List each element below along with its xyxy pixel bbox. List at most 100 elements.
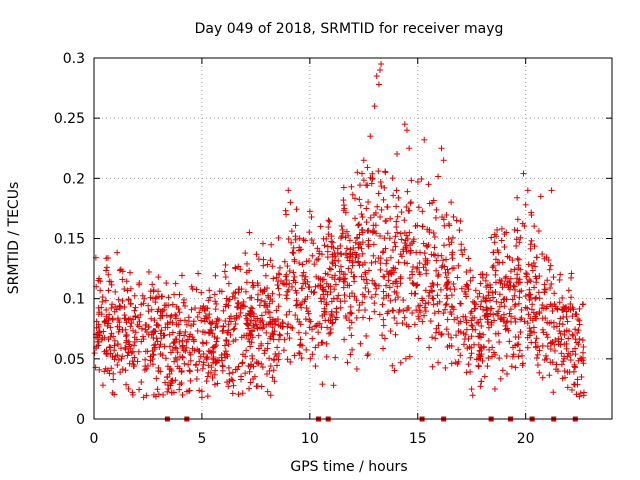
data-point (275, 278, 282, 285)
data-point (542, 352, 549, 359)
data-point (287, 358, 294, 365)
data-point (512, 342, 519, 349)
data-point (419, 208, 426, 215)
data-point (490, 262, 497, 269)
data-point (313, 273, 320, 280)
data-point (556, 299, 563, 306)
data-point (514, 194, 521, 201)
data-point (492, 289, 499, 296)
data-point (514, 216, 521, 223)
data-point (310, 240, 317, 247)
data-point (107, 333, 114, 340)
data-point (457, 218, 464, 225)
data-point (157, 350, 164, 357)
data-point (341, 336, 348, 343)
data-point (226, 378, 233, 385)
data-point (450, 306, 457, 313)
data-point (514, 275, 521, 282)
data-point (107, 324, 114, 331)
data-point (194, 367, 201, 374)
data-point (108, 365, 115, 372)
x-tick-label: 15 (409, 431, 427, 447)
data-point (567, 301, 574, 308)
data-point (413, 265, 420, 272)
data-point (234, 299, 241, 306)
data-point (130, 342, 137, 349)
data-point (385, 277, 392, 284)
data-point (515, 265, 522, 272)
data-point (557, 315, 564, 322)
data-point (206, 287, 213, 294)
data-point (121, 303, 128, 310)
data-point (391, 239, 398, 246)
data-point (547, 339, 554, 346)
data-point (242, 370, 249, 377)
data-point (154, 338, 161, 345)
data-point (117, 345, 124, 352)
data-point (349, 290, 356, 297)
data-point (305, 257, 312, 264)
data-point (135, 348, 142, 355)
data-point (403, 203, 410, 210)
data-point (130, 361, 137, 368)
data-point (369, 175, 376, 182)
data-point (321, 311, 328, 318)
data-point (297, 336, 304, 343)
data-point (479, 357, 486, 364)
data-point (430, 229, 437, 236)
data-point (488, 305, 495, 312)
data-point (556, 328, 563, 335)
data-point (392, 243, 399, 250)
data-point (348, 310, 355, 317)
data-point (306, 208, 313, 215)
data-point (336, 276, 343, 283)
data-point (533, 335, 540, 342)
data-point (264, 285, 271, 292)
data-point (434, 300, 441, 307)
data-point (264, 340, 271, 347)
data-point (580, 389, 587, 396)
data-point (207, 320, 214, 327)
data-point (188, 306, 195, 313)
data-point (534, 351, 541, 358)
data-point (95, 277, 102, 284)
data-point (266, 314, 273, 321)
data-point (285, 286, 292, 293)
data-point (464, 282, 471, 289)
data-point (309, 335, 316, 342)
data-point (266, 309, 273, 316)
data-point (375, 168, 382, 175)
data-point (494, 226, 501, 233)
data-point (393, 203, 400, 210)
data-point (334, 249, 341, 256)
data-point (243, 347, 250, 354)
data-point (259, 318, 266, 325)
data-point (376, 311, 383, 318)
data-point (172, 280, 179, 287)
data-point (522, 201, 529, 208)
data-point (371, 103, 378, 110)
data-point (132, 329, 139, 336)
data-point (260, 262, 267, 269)
data-point (296, 260, 303, 267)
data-point (392, 296, 399, 303)
data-point (390, 280, 397, 287)
data-point (250, 282, 257, 289)
data-point (377, 232, 384, 239)
data-point (416, 260, 423, 267)
data-point (117, 369, 124, 376)
data-point (324, 248, 331, 255)
data-point (393, 218, 400, 225)
data-point (372, 258, 379, 265)
data-point (335, 257, 342, 264)
data-point (323, 340, 330, 347)
data-point (503, 352, 510, 359)
data-point (243, 315, 250, 322)
data-point (204, 373, 211, 380)
data-point (490, 294, 497, 301)
data-point (111, 347, 118, 354)
data-point (528, 237, 535, 244)
data-point (356, 196, 363, 203)
data-point (532, 315, 539, 322)
data-point (153, 322, 160, 329)
